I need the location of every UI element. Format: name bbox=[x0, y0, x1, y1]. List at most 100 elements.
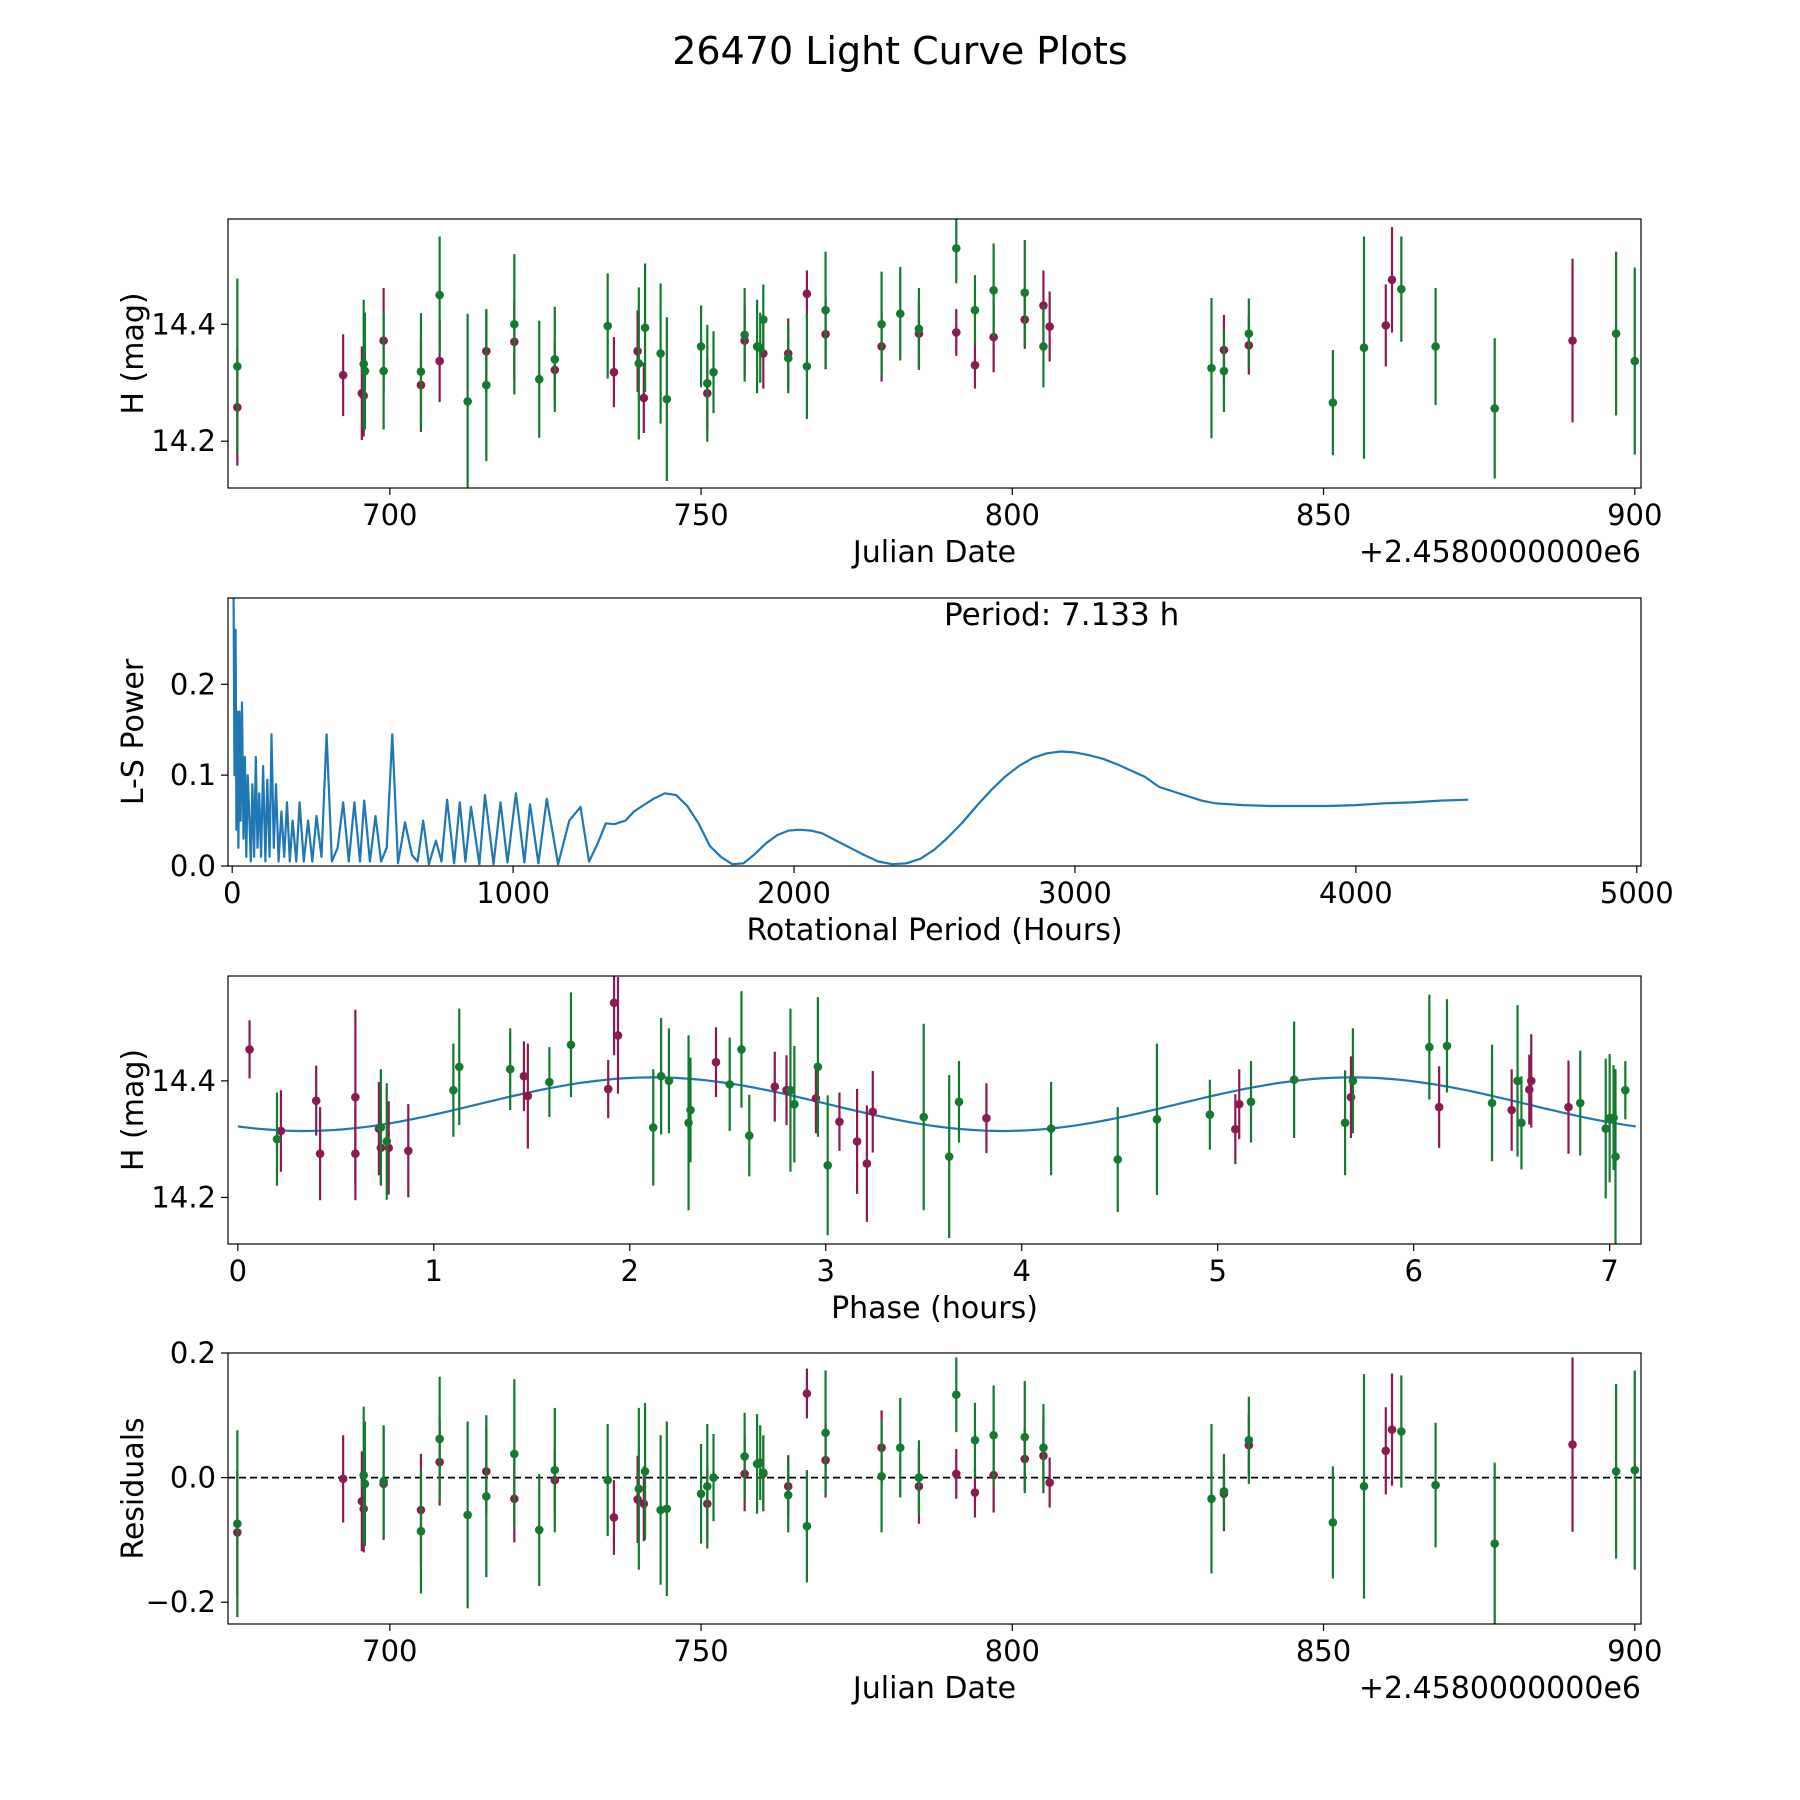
data-point bbox=[609, 1513, 619, 1522]
data-point bbox=[709, 1473, 718, 1482]
data-point bbox=[696, 1489, 706, 1499]
data-point bbox=[662, 394, 672, 404]
data-point bbox=[835, 1117, 844, 1126]
data-point bbox=[1340, 1118, 1350, 1128]
data-point bbox=[1045, 322, 1054, 331]
y-tick-label: 0.0 bbox=[170, 849, 216, 883]
data-point bbox=[634, 1484, 644, 1494]
data-point bbox=[510, 319, 519, 329]
data-point bbox=[1246, 1097, 1256, 1107]
plot-area bbox=[232, 598, 1469, 866]
data-point bbox=[821, 305, 830, 315]
data-point bbox=[1601, 1124, 1611, 1133]
data-point bbox=[1487, 1098, 1497, 1108]
data-point bbox=[982, 1113, 991, 1123]
period-annotation: Period: 7.133 h bbox=[944, 597, 1179, 633]
data-point bbox=[1564, 1102, 1573, 1112]
data-point bbox=[315, 1149, 325, 1158]
x-tick-label: 0 bbox=[223, 876, 241, 910]
data-point bbox=[914, 1473, 924, 1482]
data-point bbox=[454, 1062, 464, 1072]
data-point bbox=[1630, 1465, 1640, 1475]
x-tick-label: 1 bbox=[425, 1254, 443, 1288]
y-tick-label: 14.4 bbox=[151, 307, 216, 341]
data-point bbox=[603, 1475, 613, 1485]
data-point bbox=[1113, 1155, 1123, 1164]
data-point bbox=[759, 1468, 768, 1477]
data-point bbox=[970, 1435, 980, 1445]
data-point bbox=[895, 1443, 905, 1452]
data-point bbox=[550, 355, 560, 364]
x-tick-label: 5000 bbox=[1600, 876, 1674, 910]
y-tick-label: 0.2 bbox=[170, 667, 216, 701]
data-point bbox=[877, 319, 886, 329]
data-point bbox=[954, 1097, 964, 1107]
y-axis-label: H (mag) bbox=[116, 292, 151, 414]
y-tick-label: 14.4 bbox=[151, 1064, 216, 1098]
data-point bbox=[1425, 1042, 1434, 1052]
data-point bbox=[1611, 1152, 1620, 1161]
data-point bbox=[662, 1504, 672, 1514]
data-point bbox=[951, 1469, 961, 1479]
x-tick-label: 750 bbox=[673, 498, 728, 532]
data-point bbox=[376, 1123, 386, 1132]
data-point bbox=[534, 374, 544, 384]
data-point bbox=[233, 362, 242, 371]
axes-frame bbox=[227, 1352, 1642, 1625]
data-point bbox=[1431, 1480, 1440, 1490]
data-point bbox=[379, 366, 388, 376]
data-point bbox=[1621, 1085, 1630, 1095]
x-tick-label: 3000 bbox=[1038, 876, 1112, 910]
y-tick-label: 0.2 bbox=[170, 1336, 216, 1370]
data-point bbox=[1381, 1446, 1391, 1456]
x-tick-label: 700 bbox=[362, 498, 417, 532]
y-axis-label: Residuals bbox=[116, 1417, 151, 1559]
data-point bbox=[640, 323, 650, 333]
x-tick-label: 7 bbox=[1600, 1254, 1618, 1288]
data-point bbox=[745, 1131, 754, 1140]
data-point bbox=[802, 289, 812, 299]
series-band-b bbox=[233, 1357, 1640, 1624]
data-point bbox=[566, 1040, 576, 1050]
data-point bbox=[435, 290, 444, 300]
data-point bbox=[702, 1482, 712, 1491]
data-point bbox=[725, 1080, 735, 1089]
x-tick-label: 800 bbox=[985, 1634, 1040, 1668]
data-point bbox=[951, 1390, 961, 1400]
data-point bbox=[1039, 1443, 1048, 1452]
x-tick-label: 900 bbox=[1607, 1634, 1662, 1668]
data-point bbox=[951, 243, 961, 253]
data-point bbox=[1381, 321, 1391, 330]
x-axis-label: Phase (hours) bbox=[831, 1291, 1038, 1326]
data-point bbox=[989, 286, 998, 295]
data-point bbox=[276, 1126, 286, 1136]
data-point bbox=[919, 1112, 929, 1122]
data-point bbox=[1517, 1118, 1526, 1128]
data-point bbox=[382, 1137, 392, 1146]
axes-frame bbox=[227, 218, 1642, 489]
data-point bbox=[482, 1491, 491, 1501]
data-point bbox=[951, 328, 961, 337]
y-tick-label: 0.1 bbox=[170, 758, 216, 792]
axes-frame bbox=[227, 597, 1642, 867]
data-point bbox=[914, 324, 924, 334]
data-point bbox=[813, 1062, 823, 1072]
data-point bbox=[633, 346, 642, 356]
y-axis-label: H (mag) bbox=[116, 1049, 151, 1171]
data-point bbox=[534, 1525, 544, 1535]
data-point bbox=[970, 1488, 980, 1497]
data-point bbox=[868, 1107, 878, 1117]
data-point bbox=[1020, 288, 1030, 297]
data-point bbox=[435, 356, 444, 366]
data-point bbox=[1348, 1076, 1358, 1086]
x-tick-label: 4 bbox=[1012, 1254, 1030, 1288]
data-point bbox=[656, 349, 665, 358]
data-point bbox=[790, 1099, 799, 1109]
data-point bbox=[639, 1499, 649, 1509]
data-point bbox=[696, 342, 706, 351]
data-point bbox=[1045, 1478, 1054, 1487]
data-point bbox=[989, 1430, 998, 1440]
